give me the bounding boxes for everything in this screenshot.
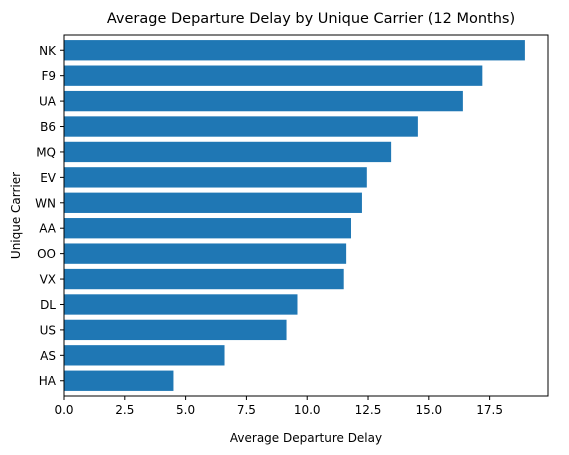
bar-ha xyxy=(64,370,174,391)
bar-ua xyxy=(64,90,463,112)
x-axis-label: Average Departure Delay xyxy=(230,431,382,445)
plot-frame xyxy=(63,34,549,397)
x-tick-label: 17.5 xyxy=(476,403,503,417)
y-tick-label: DL xyxy=(40,298,56,312)
y-tick-label: UA xyxy=(39,95,57,109)
y-tick-label: NK xyxy=(39,44,57,58)
x-tick-label: 2.5 xyxy=(115,403,134,417)
y-tick-label: EV xyxy=(40,171,57,185)
bar-aa xyxy=(64,218,351,239)
bar-oo xyxy=(64,243,347,264)
y-tick-label: AS xyxy=(40,349,56,363)
bar-group xyxy=(64,40,525,391)
bar-vx xyxy=(64,268,344,290)
bar-as xyxy=(64,345,225,366)
bar-ev xyxy=(64,167,367,188)
y-tick-label: US xyxy=(40,323,56,337)
x-tick-label: 12.5 xyxy=(355,403,382,417)
x-tick-label: 15.0 xyxy=(415,403,442,417)
x-axis-ticks: 0.0 2.5 5.0 7.5 10.0 12.5 15.0 17.5 xyxy=(54,396,503,417)
y-tick-label: F9 xyxy=(41,69,56,83)
bar-f9 xyxy=(64,65,483,86)
x-tick-label: 7.5 xyxy=(237,403,256,417)
x-tick-label: 0.0 xyxy=(54,403,73,417)
y-tick-label: HA xyxy=(39,374,57,388)
y-tick-label: B6 xyxy=(40,120,56,134)
chart-title: Average Departure Delay by Unique Carrie… xyxy=(107,11,515,27)
bar-us xyxy=(64,319,287,341)
y-tick-label: OO xyxy=(37,247,56,261)
y-tick-label: WN xyxy=(35,196,56,210)
bar-wn xyxy=(64,192,362,213)
bar-mq xyxy=(64,141,392,163)
y-axis-ticks: NK F9 UA B6 MQ EV WN AA OO VX DL US AS HA xyxy=(35,44,64,388)
bar-dl xyxy=(64,294,298,315)
y-axis-label: Unique Carrier xyxy=(9,172,23,259)
y-tick-label: VX xyxy=(40,273,56,287)
bar-b6 xyxy=(64,116,418,137)
y-tick-label: MQ xyxy=(36,145,56,159)
y-tick-label: AA xyxy=(39,222,57,236)
x-tick-label: 10.0 xyxy=(294,403,321,417)
x-tick-label: 5.0 xyxy=(176,403,195,417)
bar-nk xyxy=(64,40,525,61)
